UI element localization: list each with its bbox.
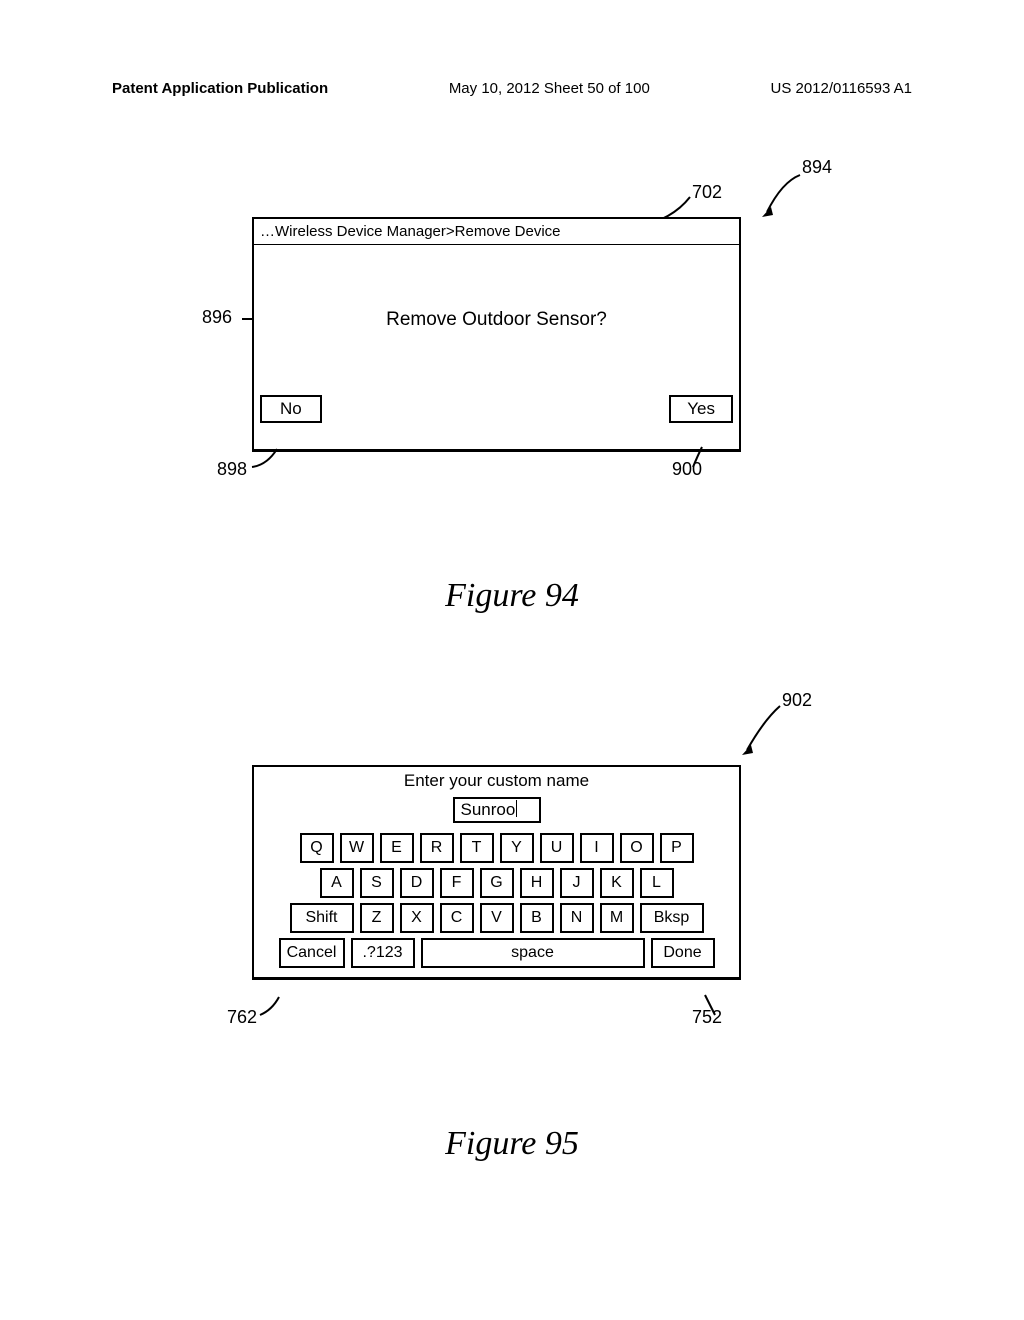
dialog-button-row: No Yes xyxy=(254,395,739,429)
no-button[interactable]: No xyxy=(260,395,322,423)
key-space[interactable]: space xyxy=(421,938,645,968)
key-a[interactable]: A xyxy=(320,868,354,898)
key-x[interactable]: X xyxy=(400,903,434,933)
key-c[interactable]: C xyxy=(440,903,474,933)
text-cursor xyxy=(516,800,517,817)
key-y[interactable]: Y xyxy=(500,833,534,863)
key-f[interactable]: F xyxy=(440,868,474,898)
key-g[interactable]: G xyxy=(480,868,514,898)
keyboard-row-4: Cancel .?123 space Done xyxy=(254,938,739,968)
key-d[interactable]: D xyxy=(400,868,434,898)
key-z[interactable]: Z xyxy=(360,903,394,933)
patent-page: Patent Application Publication May 10, 2… xyxy=(0,0,1024,1283)
keyboard-title: Enter your custom name xyxy=(254,767,739,797)
key-r[interactable]: R xyxy=(420,833,454,863)
keyboard-dialog: Enter your custom name Sunroo Q W E R T … xyxy=(252,765,741,980)
key-symbols[interactable]: .?123 xyxy=(351,938,415,968)
key-n[interactable]: N xyxy=(560,903,594,933)
key-b[interactable]: B xyxy=(520,903,554,933)
header-patent-number: US 2012/0116593 A1 xyxy=(770,80,912,97)
leader-894 xyxy=(762,167,812,217)
header-publication: Patent Application Publication xyxy=(112,80,328,97)
custom-name-input[interactable]: Sunroo xyxy=(453,797,541,823)
leader-900 xyxy=(690,445,720,470)
key-w[interactable]: W xyxy=(340,833,374,863)
keyboard-row-2: A S D F G H J K L xyxy=(254,868,739,898)
key-h[interactable]: H xyxy=(520,868,554,898)
key-i[interactable]: I xyxy=(580,833,614,863)
figure-95-caption: Figure 95 xyxy=(60,1125,964,1163)
key-t[interactable]: T xyxy=(460,833,494,863)
ref-896: 896 xyxy=(202,307,232,328)
key-o[interactable]: O xyxy=(620,833,654,863)
keyboard-row-3: Shift Z X C V B N M Bksp xyxy=(254,903,739,933)
ref-898: 898 xyxy=(217,459,247,480)
input-row: Sunroo xyxy=(254,797,739,823)
remove-device-dialog: …Wireless Device Manager>Remove Device R… xyxy=(252,217,741,452)
key-j[interactable]: J xyxy=(560,868,594,898)
leader-762 xyxy=(257,995,292,1020)
cancel-button[interactable]: Cancel xyxy=(279,938,345,968)
dialog-breadcrumb: …Wireless Device Manager>Remove Device xyxy=(254,219,739,245)
ref-762: 762 xyxy=(227,1007,257,1028)
leader-898 xyxy=(247,447,287,472)
key-l[interactable]: L xyxy=(640,868,674,898)
figure-94: 894 702 896 …Wireless Device Manager>Rem… xyxy=(162,167,862,547)
page-header: Patent Application Publication May 10, 2… xyxy=(112,80,912,97)
leader-902 xyxy=(742,700,792,755)
keyboard-row-1: Q W E R T Y U I O P xyxy=(254,833,739,863)
key-e[interactable]: E xyxy=(380,833,414,863)
figure-94-caption: Figure 94 xyxy=(60,577,964,615)
key-q[interactable]: Q xyxy=(300,833,334,863)
dialog-prompt: Remove Outdoor Sensor? xyxy=(254,245,739,395)
key-s[interactable]: S xyxy=(360,868,394,898)
done-button[interactable]: Done xyxy=(651,938,715,968)
key-p[interactable]: P xyxy=(660,833,694,863)
key-bksp[interactable]: Bksp xyxy=(640,903,704,933)
key-m[interactable]: M xyxy=(600,903,634,933)
leader-752 xyxy=(700,993,730,1018)
yes-button[interactable]: Yes xyxy=(669,395,733,423)
key-shift[interactable]: Shift xyxy=(290,903,354,933)
key-k[interactable]: K xyxy=(600,868,634,898)
input-text: Sunroo xyxy=(461,800,516,819)
key-v[interactable]: V xyxy=(480,903,514,933)
header-sheet: May 10, 2012 Sheet 50 of 100 xyxy=(449,80,650,97)
key-u[interactable]: U xyxy=(540,833,574,863)
figure-95: 902 Enter your custom name Sunroo Q W E … xyxy=(162,695,862,1065)
